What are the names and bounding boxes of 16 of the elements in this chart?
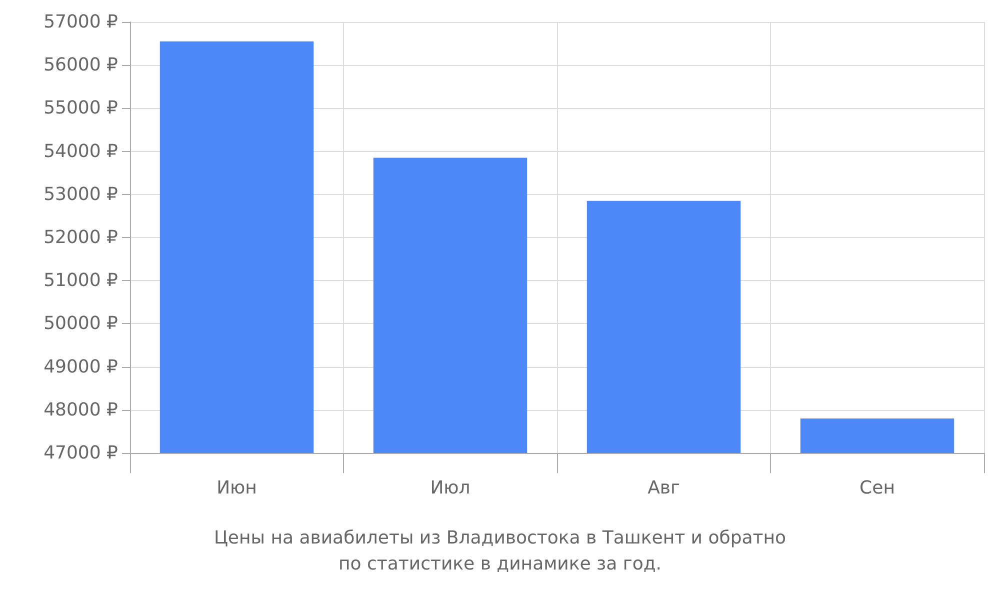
y-tick-label: 50000 ₽ [44,313,118,334]
y-tick-label: 54000 ₽ [44,140,118,162]
y-tick-label: 57000 ₽ [44,12,118,32]
text: Цены на авиабилеты из Владивостока в Ташкент и обратно по статистике в динамике за год. [214,528,786,574]
y-tick-label: 49000 ₽ [44,356,118,378]
y-tick-label: 55000 ₽ [44,98,118,119]
y-tick-label: 47000 ₽ [44,442,118,464]
x-tick-label: Сен [860,478,895,498]
x-tick-label: Авг [648,478,680,498]
y-tick-label: 51000 ₽ [44,270,118,292]
y-tick-label: 53000 ₽ [44,184,118,205]
y-tick-label: 56000 ₽ [44,54,118,76]
x-tick-label: Июн [216,478,257,498]
x-tick-label: Июл [430,478,470,498]
y-tick-label: 48000 ₽ [44,399,118,420]
y-tick-label: 52000 ₽ [44,227,118,248]
